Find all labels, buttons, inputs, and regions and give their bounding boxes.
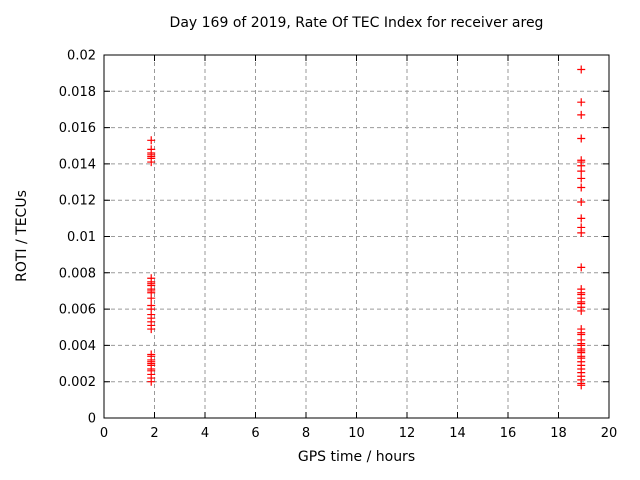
svg-text:14: 14: [449, 426, 466, 441]
svg-text:0: 0: [88, 412, 96, 427]
axis-tick-labels: 0 0.002 0.004 0.006 0.008 0.01 0.012 0.014 0.016…: [59, 49, 617, 442]
svg-text:12: 12: [399, 426, 416, 441]
svg-text:18: 18: [550, 426, 567, 441]
svg-text:0: 0: [100, 426, 108, 441]
grid-lines: [104, 55, 609, 418]
data-points: [147, 65, 586, 390]
svg-text:0.004: 0.004: [59, 339, 96, 354]
svg-text:16: 16: [500, 426, 517, 441]
svg-text:4: 4: [201, 426, 209, 441]
svg-text:20: 20: [601, 426, 618, 441]
plot-border: [103, 54, 610, 419]
svg-text:6: 6: [251, 426, 259, 441]
x-axis-label: GPS time / hours: [297, 449, 416, 465]
svg-text:0.002: 0.002: [59, 375, 96, 390]
svg-text:0.02: 0.02: [67, 49, 96, 64]
svg-text:0.018: 0.018: [59, 85, 96, 100]
svg-text:0.016: 0.016: [59, 121, 96, 136]
svg-text:0.01: 0.01: [67, 230, 96, 245]
svg-text:10: 10: [348, 426, 365, 441]
svg-text:0.014: 0.014: [59, 157, 96, 172]
svg-text:0.008: 0.008: [59, 266, 96, 281]
svg-text:0.006: 0.006: [59, 303, 96, 318]
svg-text:8: 8: [302, 426, 310, 441]
chart-title: Day 169 of 2019, Rate Of TEC Index for r…: [169, 15, 544, 31]
svg-text:2: 2: [150, 426, 158, 441]
svg-text:0.012: 0.012: [59, 194, 96, 209]
